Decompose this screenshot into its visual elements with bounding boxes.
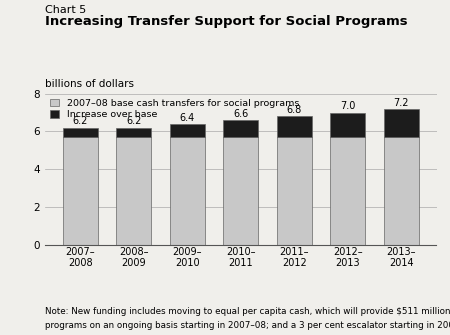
Text: 6.8: 6.8 <box>287 105 302 115</box>
Text: Increasing Transfer Support for Social Programs: Increasing Transfer Support for Social P… <box>45 15 408 28</box>
Text: Chart 5: Chart 5 <box>45 5 86 15</box>
Bar <box>170 137 205 245</box>
Bar <box>223 120 258 137</box>
Bar <box>330 137 365 245</box>
Text: Note: New funding includes moving to equal per capita cash, which will provide $: Note: New funding includes moving to equ… <box>45 307 450 316</box>
Legend: 2007–08 base cash transfers for social programs, Increase over base: 2007–08 base cash transfers for social p… <box>50 98 299 119</box>
Text: programs on an ongoing basis starting in 2007–08; and a 3 per cent escalator sta: programs on an ongoing basis starting in… <box>45 321 450 330</box>
Text: 6.6: 6.6 <box>233 109 248 119</box>
Bar <box>277 137 312 245</box>
Bar <box>116 128 151 137</box>
Bar <box>384 137 418 245</box>
Bar <box>223 137 258 245</box>
Text: billions of dollars: billions of dollars <box>45 79 134 89</box>
Bar <box>63 128 98 137</box>
Text: 6.2: 6.2 <box>126 116 141 126</box>
Text: 7.0: 7.0 <box>340 101 356 111</box>
Bar <box>116 137 151 245</box>
Text: 6.2: 6.2 <box>72 116 88 126</box>
Bar <box>384 109 418 137</box>
Bar <box>63 137 98 245</box>
Bar <box>170 124 205 137</box>
Bar <box>330 113 365 137</box>
Bar <box>277 117 312 137</box>
Text: 6.4: 6.4 <box>180 113 195 123</box>
Text: 7.2: 7.2 <box>394 97 409 108</box>
